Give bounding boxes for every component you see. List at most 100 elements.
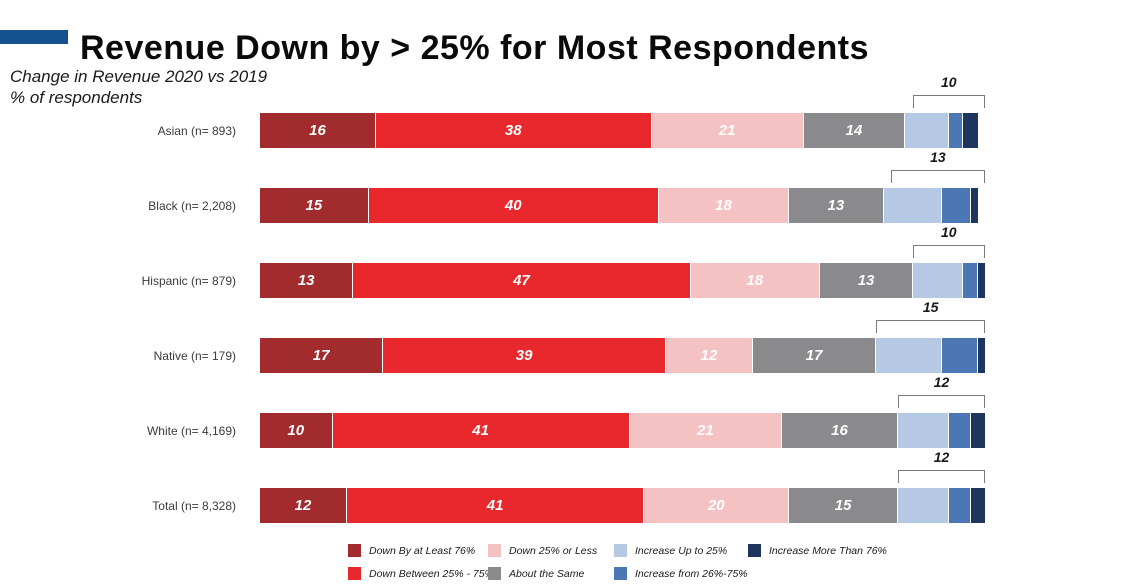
bar-segment: 10 (260, 413, 333, 448)
stacked-bar: 15 40 18 13 (260, 188, 985, 223)
bar-segment (963, 113, 978, 148)
segment-value-label: 12 (294, 497, 312, 514)
segment-value-label: 41 (472, 422, 489, 439)
increase-bracket-value: 15 (922, 299, 939, 315)
bar-segment: 13 (260, 263, 354, 298)
segment-value-label: 21 (697, 422, 714, 439)
bar-segment (941, 188, 971, 223)
legend-item: Increase from 26%-75% (614, 563, 748, 584)
segment-value-label: 38 (504, 122, 522, 139)
bar-segment (977, 338, 985, 373)
increase-bracket (876, 320, 985, 333)
increase-bracket (898, 395, 985, 408)
legend-label: Increase More Than 76% (769, 544, 887, 557)
bar-segment: 17 (753, 338, 877, 373)
stacked-bar: 17 39 12 17 (260, 338, 985, 373)
legend-color-chip (748, 544, 761, 557)
bar-segment: 21 (629, 413, 782, 448)
segment-value-label: 40 (504, 197, 522, 214)
bar-segment: 13 (819, 263, 914, 298)
legend-color-chip (488, 544, 501, 557)
legend-item: Down 25% or Less (488, 540, 614, 561)
chart-row: Asian (n= 893) 16 38 21 14 10 (0, 74, 985, 153)
legend-item: Increase More Than 76% (748, 540, 887, 561)
bar-segment: 14 (803, 113, 906, 148)
bar-segment: 18 (690, 263, 820, 298)
category-label: Hispanic (n= 879) (141, 273, 236, 288)
stacked-bar: 12 41 20 15 (260, 488, 985, 523)
segment-value-label: 15 (834, 497, 852, 514)
subtitle-line-1: Change in Revenue 2020 vs 2019 (10, 67, 268, 86)
segment-value-label: 47 (513, 272, 530, 289)
segment-value-label: 18 (715, 197, 732, 214)
bar-segment (948, 488, 971, 523)
bar-segment (941, 338, 978, 373)
legend-color-chip (614, 544, 627, 557)
segment-value-label: 15 (305, 197, 323, 214)
legend-item: Down Between 25% - 75% (348, 563, 494, 584)
category-label: Total (n= 8,328) (152, 498, 236, 513)
segment-value-label: 10 (287, 422, 305, 439)
title-accent-bar (0, 30, 68, 44)
increase-bracket-value: 13 (930, 149, 946, 165)
stacked-bar: 10 41 21 16 (260, 413, 985, 448)
category-label: Black (n= 2,208) (148, 198, 236, 213)
legend-label: Down Between 25% - 75% (369, 567, 494, 580)
increase-bracket-value: 10 (940, 224, 957, 240)
subtitle-line-2: % of respondents (10, 88, 143, 108)
legend-label: Increase from 26%-75% (635, 567, 748, 580)
increase-bracket-value: 10 (940, 74, 957, 90)
legend-color-chip (348, 544, 361, 557)
stacked-bar-chart: Asian (n= 893) 16 38 21 14 10 Black (n= 2,208)… (0, 74, 1137, 540)
segment-value-label: 20 (707, 497, 725, 514)
increase-bracket (912, 245, 985, 258)
legend-item: About the Same (488, 563, 614, 584)
legend-color-chip (348, 567, 361, 580)
bar-segment (963, 263, 978, 298)
segment-value-label: 14 (845, 122, 863, 139)
increase-bracket-value: 12 (933, 449, 950, 465)
bar-segment (905, 113, 949, 148)
chart-subtitle: Change in Revenue 2020 vs 2019 % of resp… (10, 66, 267, 109)
bar-segment: 15 (789, 488, 898, 523)
segment-value-label: 39 (515, 347, 533, 364)
bar-segment (970, 188, 978, 223)
bar-segment: 21 (651, 113, 804, 148)
bar-segment: 20 (644, 488, 790, 523)
chart-row: White (n= 4,169) 10 41 21 16 12 (0, 374, 985, 453)
increase-bracket (912, 95, 985, 108)
bar-segment (913, 263, 964, 298)
segment-value-label: 16 (309, 122, 326, 139)
bar-segment (970, 413, 985, 448)
legend-label: About the Same (509, 567, 585, 580)
bar-segment (948, 113, 964, 148)
bar-segment: 41 (347, 488, 645, 523)
chart-row: Total (n= 8,328) 12 41 20 15 12 (0, 449, 985, 528)
stacked-bar: 13 47 18 13 (260, 263, 985, 298)
legend-label: Down 25% or Less (509, 544, 598, 557)
bar-segment: 40 (368, 188, 659, 223)
bar-segment: 47 (353, 263, 691, 298)
increase-bracket-value: 12 (933, 374, 950, 390)
chart-row: Native (n= 179) 17 39 12 17 15 (0, 299, 985, 378)
bar-segment: 17 (260, 338, 384, 373)
bar-segment: 13 (789, 188, 884, 223)
legend-label: Increase Up to 25% (635, 544, 728, 557)
increase-bracket (890, 170, 985, 183)
stacked-bar: 16 38 21 14 (260, 113, 985, 148)
segment-value-label: 17 (312, 347, 330, 364)
segment-value-label: 13 (857, 272, 875, 289)
bar-segment: 16 (260, 113, 376, 148)
category-label: Native (n= 179) (153, 348, 236, 363)
legend-color-chip (488, 567, 501, 580)
bar-segment (970, 488, 985, 523)
bar-segment: 16 (782, 413, 898, 448)
bar-segment: 18 (658, 188, 790, 223)
bar-segment (876, 338, 942, 373)
chart-row: Hispanic (n= 879) 13 47 18 13 10 (0, 224, 985, 303)
segment-value-label: 17 (805, 347, 823, 364)
category-label: Asian (n= 893) (157, 123, 236, 138)
bar-segment: 15 (260, 188, 369, 223)
bar-segment: 38 (376, 113, 652, 148)
bar-segment (898, 413, 949, 448)
